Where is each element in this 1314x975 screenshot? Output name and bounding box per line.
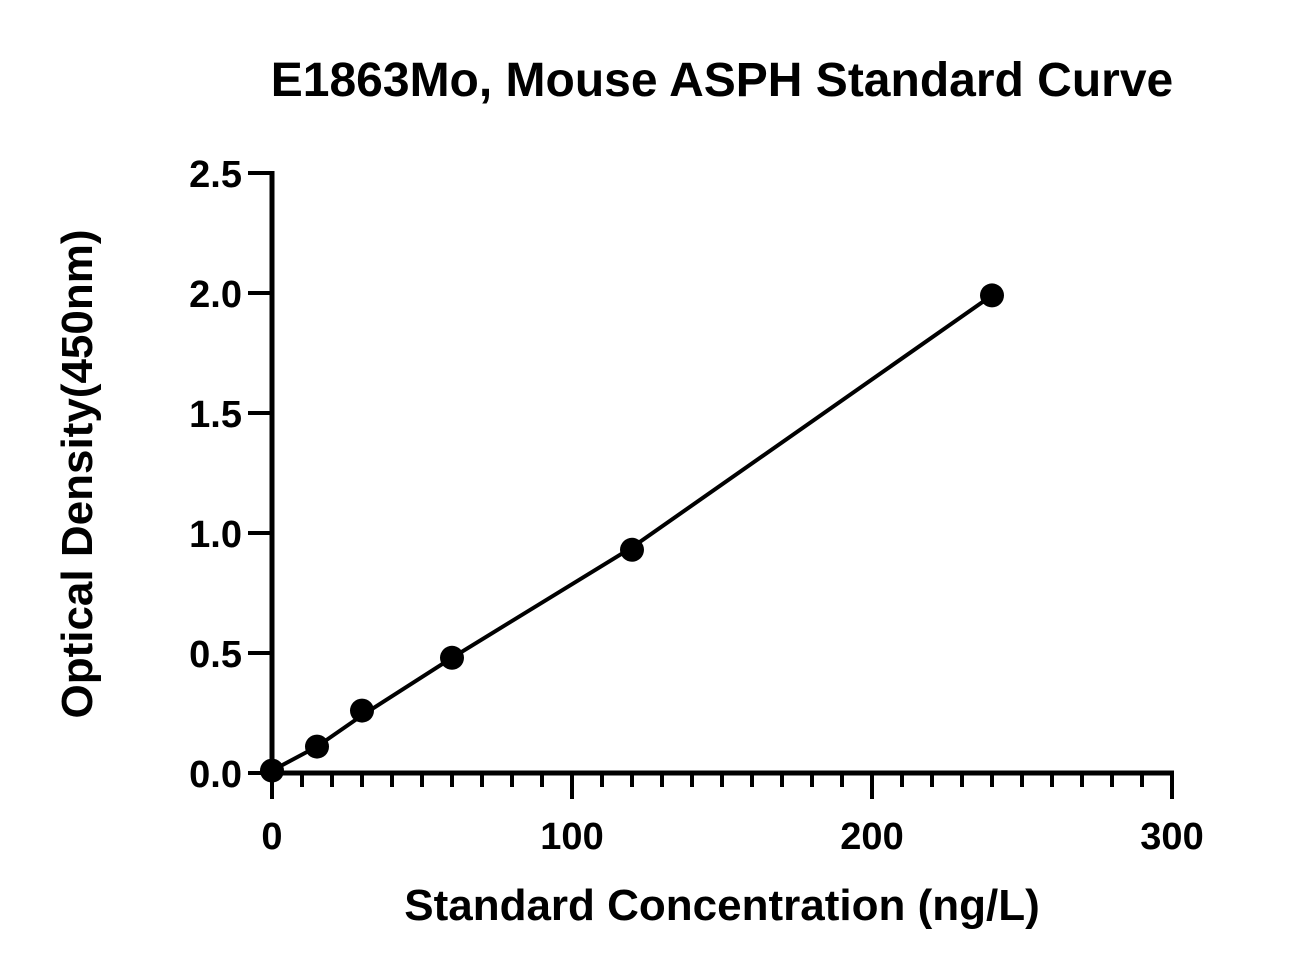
data-point: [350, 698, 374, 723]
x-tick-label: 0: [261, 816, 282, 858]
axes: [248, 171, 1174, 799]
data-point: [980, 283, 1004, 308]
y-tick-label: 0.0: [189, 754, 242, 796]
fitted-curve-line: [271, 293, 994, 773]
y-tick-label: 0.5: [189, 634, 242, 676]
x-tick-label: 200: [840, 816, 903, 858]
y-tick-label: 1.0: [189, 514, 242, 556]
data-points: [260, 283, 1004, 783]
data-point: [620, 537, 644, 562]
y-tick-label: 2.0: [189, 274, 242, 316]
data-point: [305, 734, 329, 759]
tick-labels: 0.0 0.5 1.0 1.5 2.0 2.5 0 100 200 300: [189, 154, 1204, 858]
x-axis-label: Standard Concentration (ng/L): [404, 881, 1040, 930]
y-axis-label: Optical Density(450nm): [53, 229, 102, 718]
y-tick-label: 1.5: [189, 394, 242, 436]
x-tick-label: 100: [540, 816, 603, 858]
x-tick-label: 300: [1140, 816, 1203, 858]
chart-title: E1863Mo, Mouse ASPH Standard Curve: [271, 54, 1173, 107]
data-point: [260, 758, 284, 783]
data-point: [440, 645, 464, 670]
fit-line-layer: [271, 293, 994, 773]
y-tick-label: 2.5: [189, 154, 242, 196]
